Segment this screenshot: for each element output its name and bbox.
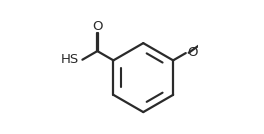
Text: HS: HS <box>61 53 79 66</box>
Text: O: O <box>92 20 103 33</box>
Text: O: O <box>187 46 197 59</box>
